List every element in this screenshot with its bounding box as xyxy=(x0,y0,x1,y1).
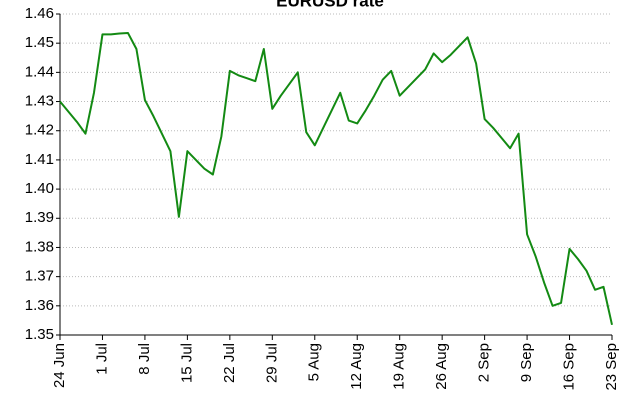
y-tick-label: 1.44 xyxy=(25,63,54,80)
x-tick-label: 19 Aug xyxy=(391,343,408,390)
y-tick-label: 1.41 xyxy=(25,151,54,168)
y-tick-label: 1.38 xyxy=(25,238,54,255)
y-tick-label: 1.42 xyxy=(25,122,54,139)
y-tick-label: 1.36 xyxy=(25,297,54,314)
y-tick-label: 1.40 xyxy=(25,180,54,197)
x-tick-label: 22 Jul xyxy=(221,343,238,383)
series-line xyxy=(59,31,613,326)
x-tick-label: 15 Jul xyxy=(178,343,195,383)
y-tick-label: 1.39 xyxy=(25,209,54,226)
y-tick-label: 1.46 xyxy=(25,5,54,22)
y-tick-label: 1.43 xyxy=(25,93,54,110)
y-tick-label: 1.45 xyxy=(25,34,54,51)
x-tick-label: 2 Sep xyxy=(476,343,493,382)
chart-title: EURUSD rate xyxy=(276,0,384,10)
x-tick-label: 9 Sep xyxy=(518,343,535,382)
x-tick-label: 23 Sep xyxy=(603,343,620,391)
x-tick-label: 29 Jul xyxy=(263,343,280,383)
x-tick-label: 1 Jul xyxy=(93,343,110,375)
x-tick-label: 12 Aug xyxy=(348,343,365,390)
x-tick-label: 5 Aug xyxy=(306,343,323,381)
x-tick-label: 24 Jun xyxy=(51,343,68,388)
y-tick-label: 1.35 xyxy=(25,326,54,343)
x-tick-label: 8 Jul xyxy=(136,343,153,375)
y-tick-label: 1.37 xyxy=(25,268,54,285)
x-tick-label: 26 Aug xyxy=(433,343,450,390)
x-tick-label: 16 Sep xyxy=(561,343,578,391)
